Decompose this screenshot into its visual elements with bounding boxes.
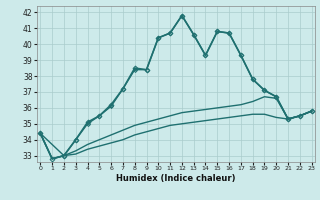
X-axis label: Humidex (Indice chaleur): Humidex (Indice chaleur) <box>116 174 236 183</box>
